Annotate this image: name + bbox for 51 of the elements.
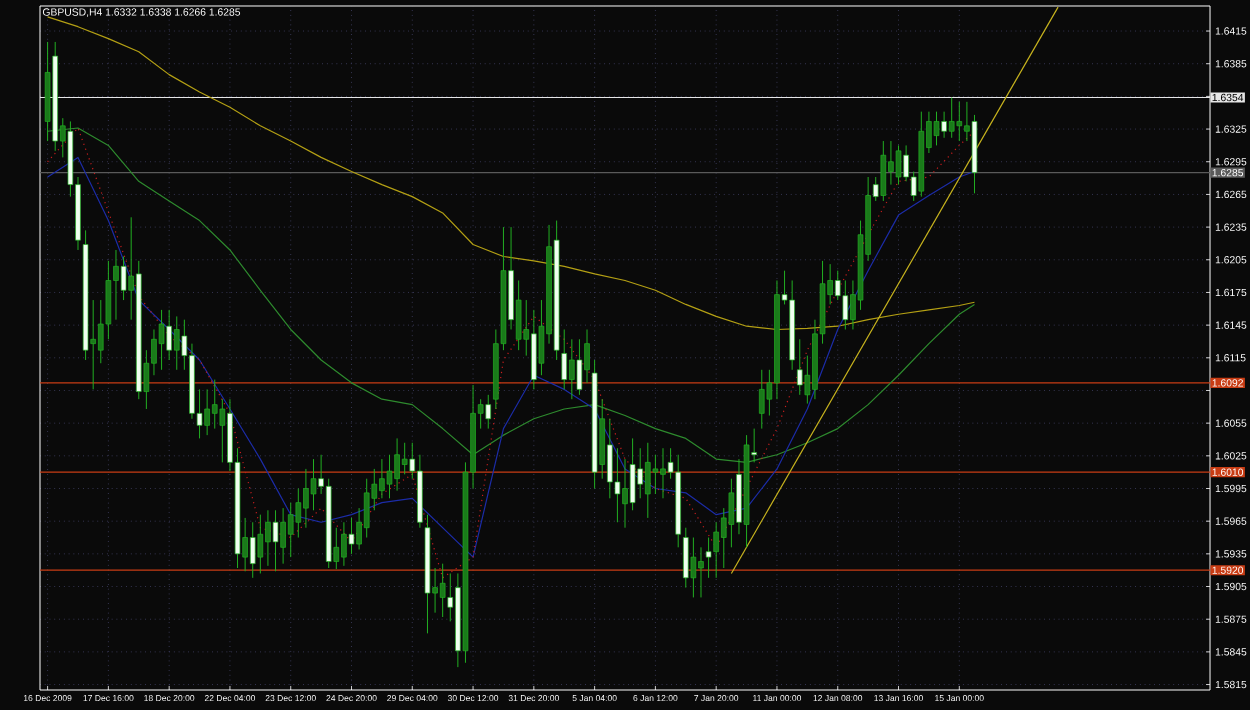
candlestick <box>933 111 940 146</box>
candlestick <box>272 509 279 572</box>
candlestick <box>341 521 347 567</box>
candlestick <box>895 144 902 186</box>
candlestick <box>569 338 575 400</box>
candlestick <box>295 488 302 539</box>
line-series <box>46 16 976 331</box>
candlestick <box>683 527 689 589</box>
candlestick <box>401 442 408 475</box>
candlestick <box>561 328 568 390</box>
candlestick <box>698 546 704 598</box>
candlestick <box>113 249 119 321</box>
candlestick <box>439 563 446 618</box>
candlestick <box>584 328 590 384</box>
candlestick <box>796 338 803 396</box>
candlestick <box>629 437 636 511</box>
candlestick <box>158 309 165 371</box>
candlestick <box>363 478 370 539</box>
candlestick <box>280 507 286 565</box>
candlestick <box>249 521 256 579</box>
candlestick <box>645 442 651 519</box>
candlestick <box>303 468 309 529</box>
candlestick <box>257 514 264 574</box>
candlestick <box>394 437 400 492</box>
candlestick <box>842 279 849 330</box>
candlestick <box>713 521 719 579</box>
candlestick <box>690 537 697 598</box>
candlestick <box>607 418 613 499</box>
candlestick <box>531 309 537 390</box>
candlestick <box>265 509 271 567</box>
candlestick <box>637 447 643 499</box>
candlestick <box>652 454 659 495</box>
candlestick <box>660 447 666 499</box>
line-series <box>46 127 976 463</box>
candlestick <box>379 458 385 499</box>
candlestick <box>614 447 621 523</box>
candlestick <box>728 478 735 548</box>
candlestick <box>211 379 218 430</box>
candlestick <box>287 502 294 558</box>
candlestick <box>485 394 492 430</box>
candlestick <box>948 96 955 139</box>
candlestick <box>219 398 226 463</box>
candlestick <box>941 111 947 139</box>
candlestick <box>622 458 628 529</box>
candlestick <box>880 140 887 202</box>
candlestick <box>166 309 172 361</box>
candlestick <box>758 369 765 430</box>
candlestick <box>956 101 963 142</box>
candlestick <box>348 517 355 555</box>
candlestick <box>204 388 210 436</box>
candlestick <box>173 315 180 371</box>
